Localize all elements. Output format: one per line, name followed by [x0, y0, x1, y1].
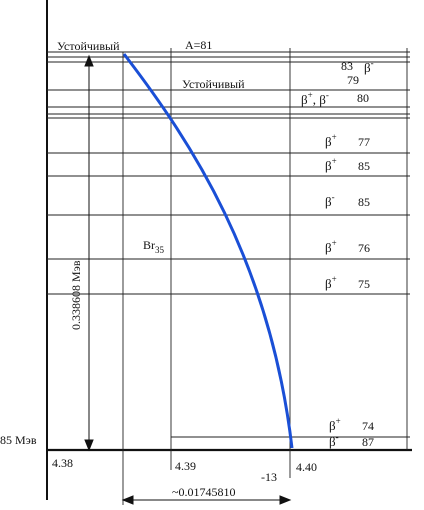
tick-label-440: 4.40 [296, 460, 317, 474]
a-label: A=81 [185, 38, 212, 52]
mass-85b: 85 [358, 195, 370, 209]
energy-span-arrow [84, 54, 94, 452]
energy-levels [47, 51, 410, 438]
beta-83: β- [364, 58, 374, 75]
mass-75: 75 [358, 277, 370, 291]
beta-77: β+ [325, 132, 337, 149]
mass-83: 83 [341, 59, 353, 73]
tick-label-minus13: -13 [261, 470, 277, 484]
mass-77: 77 [358, 135, 370, 149]
mass-79: 79 [347, 73, 359, 87]
beta-76: β+ [325, 238, 337, 255]
mass-85a: 85 [358, 159, 370, 173]
stable-label-top: Устойчивый [57, 39, 120, 53]
energy-vertical-label: 0.338608 Мэв [69, 260, 83, 330]
beta-75: β+ [325, 274, 337, 291]
tick-label-439: 4.39 [175, 459, 196, 473]
tick-label-438: 4.38 [52, 456, 73, 470]
element-label-br: Br35 [143, 238, 165, 255]
binding-energy-curve [122, 53, 294, 449]
beta-plus-minus-80: β+, β- [301, 90, 329, 107]
beta-85a: β+ [325, 156, 337, 173]
beta-87: β- [329, 432, 339, 449]
mass-80: 80 [357, 91, 369, 105]
energy-left-label: 85 Мэв [0, 433, 37, 447]
mass-87: 87 [362, 435, 374, 449]
bottom-span-label: ~0.01745810 [172, 485, 236, 499]
beta-74: β+ [329, 416, 341, 433]
bottom-span-arrow [121, 495, 292, 505]
mass-74: 74 [362, 419, 374, 433]
stable-label-mid: Устойчивый [182, 77, 245, 91]
beta-85b: β- [325, 192, 335, 209]
mass-76: 76 [358, 241, 370, 255]
